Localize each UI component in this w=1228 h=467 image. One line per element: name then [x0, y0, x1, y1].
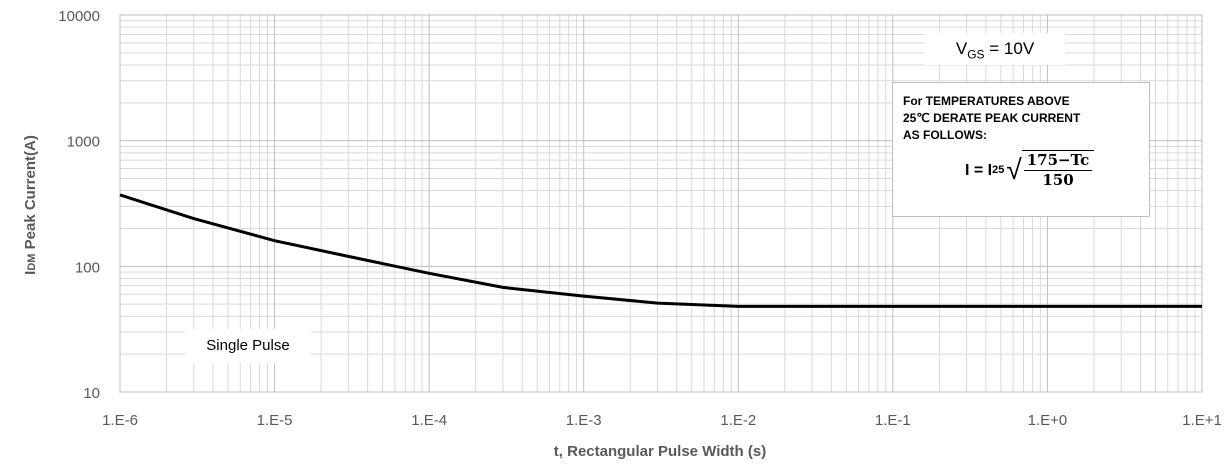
vgs-annotation: VGS = 10V [925, 33, 1065, 65]
x-tick-label: 1.E-4 [411, 412, 447, 429]
y-tick-label: 10 [83, 385, 100, 402]
radical-sign-icon: √ [1006, 154, 1022, 185]
single-pulse-label: Single Pulse [185, 329, 311, 363]
y-axis-ticks: 10 100 1000 10000 [58, 8, 100, 402]
derating-formula: I = I 25 √ 175−Tc 150 [965, 150, 1149, 190]
fraction: 175−Tc 150 [1021, 150, 1095, 190]
x-tick-label: 1.E-1 [875, 412, 911, 429]
y-tick-label: 100 [75, 259, 100, 276]
x-tick-label: 1.E-6 [102, 412, 138, 429]
x-axis-ticks: 1.E-6 1.E-5 1.E-4 1.E-3 1.E-2 1.E-1 1.E+0 1.E+1 [102, 412, 1222, 429]
derating-note-box: For TEMPERATURES ABOVE 25℃ DERATE PEAK C… [892, 82, 1150, 217]
x-tick-label: 1.E-3 [566, 412, 602, 429]
derate-line-1: For TEMPERATURES ABOVE [903, 94, 1070, 108]
x-axis-title: t, Rectangular Pulse Width (s) [554, 443, 766, 460]
y-axis-title: IDM Peak Current(A) [22, 135, 39, 275]
y-tick-label: 1000 [67, 134, 100, 151]
x-tick-label: 1.E+0 [1028, 412, 1068, 429]
x-tick-label: 1.E-5 [257, 412, 293, 429]
peak-current-curve [119, 193, 1202, 308]
x-tick-label: 1.E+1 [1182, 412, 1222, 429]
square-root: √ 175−Tc 150 [1006, 150, 1095, 190]
grid-lines [119, 14, 1203, 393]
derate-line-2: 25℃ DERATE PEAK CURRENT [903, 111, 1081, 125]
plot-area-border [119, 14, 1203, 393]
x-tick-label: 1.E-2 [720, 412, 756, 429]
derate-line-3: AS FOLLOWS: [903, 128, 987, 142]
y-tick-label: 10000 [58, 8, 100, 25]
